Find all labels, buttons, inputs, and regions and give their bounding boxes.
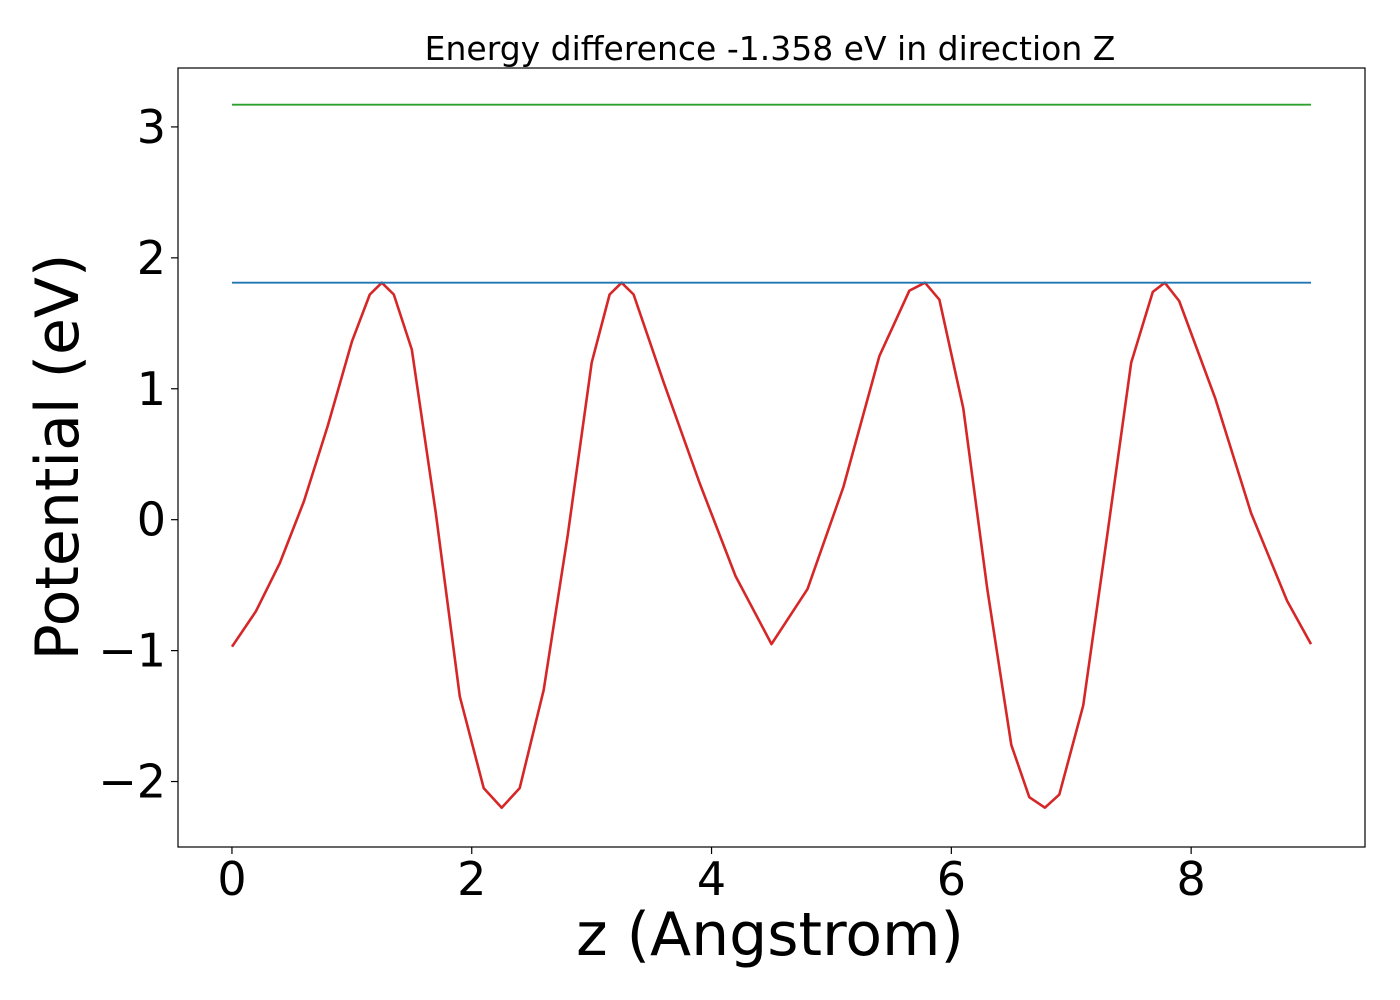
- series-layer: [230, 103, 1313, 810]
- y-tick-label: 1: [137, 362, 166, 416]
- chart-title: Energy difference -1.358 eV in direction…: [425, 29, 1116, 68]
- plot-frame: [177, 67, 1366, 848]
- x-tick-label: 8: [1177, 852, 1206, 906]
- x-tick-label: 6: [937, 852, 966, 906]
- x-tick-label: 2: [457, 852, 486, 906]
- y-tick-label: 3: [137, 100, 166, 154]
- series-line-0: [230, 281, 1313, 810]
- x-tick-label: 4: [697, 852, 726, 906]
- y-tick-label: 2: [137, 231, 166, 285]
- x-tick-label: 0: [217, 852, 246, 906]
- y-tick-label: −1: [98, 624, 166, 678]
- x-axis-label: z (Angstrom): [576, 900, 964, 970]
- y-tick-label: 0: [137, 493, 166, 547]
- y-axis-label: Potential (eV): [23, 254, 93, 661]
- y-tick-label: −2: [98, 755, 166, 809]
- y-axis-ticks: −2 −1 0 1 2 3: [98, 100, 178, 809]
- x-axis-ticks: 0 2 4 6 8: [217, 847, 1206, 906]
